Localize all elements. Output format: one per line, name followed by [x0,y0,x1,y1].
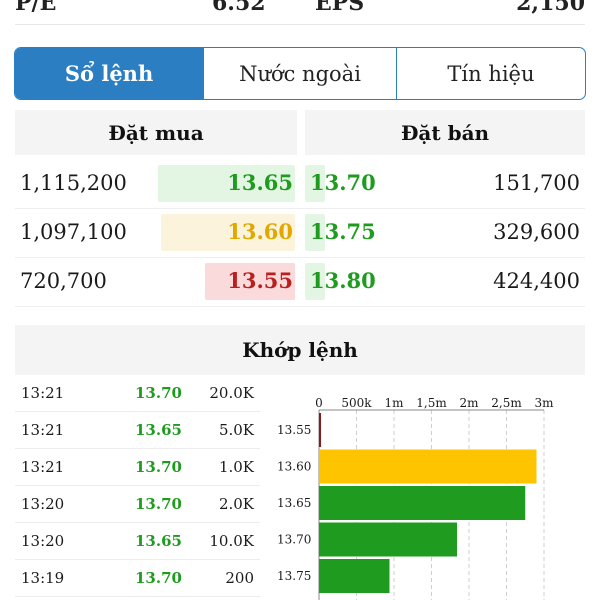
trade-time: 13:20 [21,495,65,513]
row-divider [15,208,585,209]
tab-signals[interactable]: Tín hiệu [395,48,585,99]
trade-time: 13:20 [21,532,65,550]
order-book-row: 1,097,100 13.60 13.75 329,600 [15,208,585,258]
metrics-divider [15,24,585,25]
volume-by-price-chart: 0 500k 1m 1,5m 2m 2,5m 3m 13.55 13.60 13.65 13.70 1… [265,385,585,600]
row-divider [15,448,260,449]
y-tick-label: 13.65 [277,496,311,510]
sell-price: 13.75 [310,219,376,244]
buy-depth-bar [157,165,295,202]
trade-row: 13:19 13.70 200 [15,560,260,597]
trade-volume: 1.0K [218,458,254,476]
tab-bar: Sổ lệnh Nước ngoài Tín hiệu [14,47,586,100]
trade-row: 13:21 13.65 5.0K [15,412,260,449]
buy-price: 13.65 [227,170,293,195]
eps-label: EPS [315,0,365,16]
volume-bar [319,413,321,447]
y-tick-label: 13.70 [277,533,311,547]
y-tick-label: 13.55 [277,423,311,437]
y-tick-label: 13.60 [277,460,311,474]
buy-price: 13.60 [227,219,293,244]
trade-time: 13:19 [21,569,65,587]
sell-header: Đặt bán [305,110,585,155]
matched-orders-header: Khớp lệnh [15,325,585,375]
trade-row: 13:21 13.70 20.0K [15,375,260,412]
trade-price: 13.70 [135,495,182,513]
order-book-row: 720,700 13.55 13.80 424,400 [15,257,585,307]
x-tick-label: 1m [384,396,404,410]
sell-price: 13.80 [310,268,376,293]
pe-label: P/E [15,0,57,16]
x-tick-label: 0 [315,396,323,410]
buy-volume: 1,115,200 [20,171,127,195]
buy-header: Đặt mua [15,110,297,155]
tab-foreign[interactable]: Nước ngoài [203,48,396,99]
sell-depth-bar [305,263,325,300]
buy-volume: 720,700 [20,269,107,293]
sell-depth-bar [305,165,325,202]
row-divider [15,596,260,597]
trade-row: 13:20 13.70 2.0K [15,486,260,523]
pe-value: 6.52 [212,0,266,16]
volume-bar [319,559,390,593]
buy-volume: 1,097,100 [20,220,127,244]
volume-bar [319,449,537,484]
x-tick-label: 3m [534,396,554,410]
trade-volume: 200 [225,569,254,587]
trade-row: 13:21 13.70 1.0K [15,449,260,486]
trade-row: 13:20 13.65 10.0K [15,523,260,560]
trade-price: 13.70 [135,569,182,587]
buy-price: 13.55 [227,268,293,293]
trade-price: 13.65 [135,532,182,550]
trade-price: 13.70 [135,458,182,476]
sell-volume: 329,600 [493,220,580,244]
volume-bar [319,522,457,557]
buy-depth-bar [205,263,295,300]
trade-time: 13:21 [21,384,65,402]
eps-value: 2,150 [516,0,585,16]
sell-price: 13.70 [310,170,376,195]
row-divider [15,522,260,523]
trade-volume: 20.0K [209,384,254,402]
trade-volume: 10.0K [209,532,254,550]
tab-order-book[interactable]: Sổ lệnh [15,48,204,99]
sell-depth-bar [305,214,325,251]
row-divider [15,411,260,412]
volume-bar [319,486,526,520]
buy-depth-bar [160,214,295,251]
y-tick-label: 13.75 [277,569,311,583]
trade-time: 13:21 [21,458,65,476]
sell-volume: 151,700 [493,171,580,195]
row-divider [15,306,585,307]
stock-metrics: P/E 6.52 EPS 2,150 [0,0,600,25]
x-tick-label: 2m [459,396,479,410]
x-tick-label: 500k [341,396,372,410]
trade-volume: 2.0K [218,495,254,513]
volume-by-price-svg: 0 500k 1m 1,5m 2m 2,5m 3m 13.55 13.60 13.65 13.70 1… [277,396,554,600]
row-divider [15,559,260,560]
trade-volume: 5.0K [218,421,254,439]
row-divider [15,485,260,486]
x-tick-label: 2,5m [491,396,522,410]
x-tick-label: 1,5m [416,396,447,410]
sell-volume: 424,400 [493,269,580,293]
order-book-row: 1,115,200 13.65 13.70 151,700 [15,159,585,209]
trade-price: 13.65 [135,421,182,439]
trade-price: 13.70 [135,384,182,402]
row-divider [15,257,585,258]
trade-time: 13:21 [21,421,65,439]
